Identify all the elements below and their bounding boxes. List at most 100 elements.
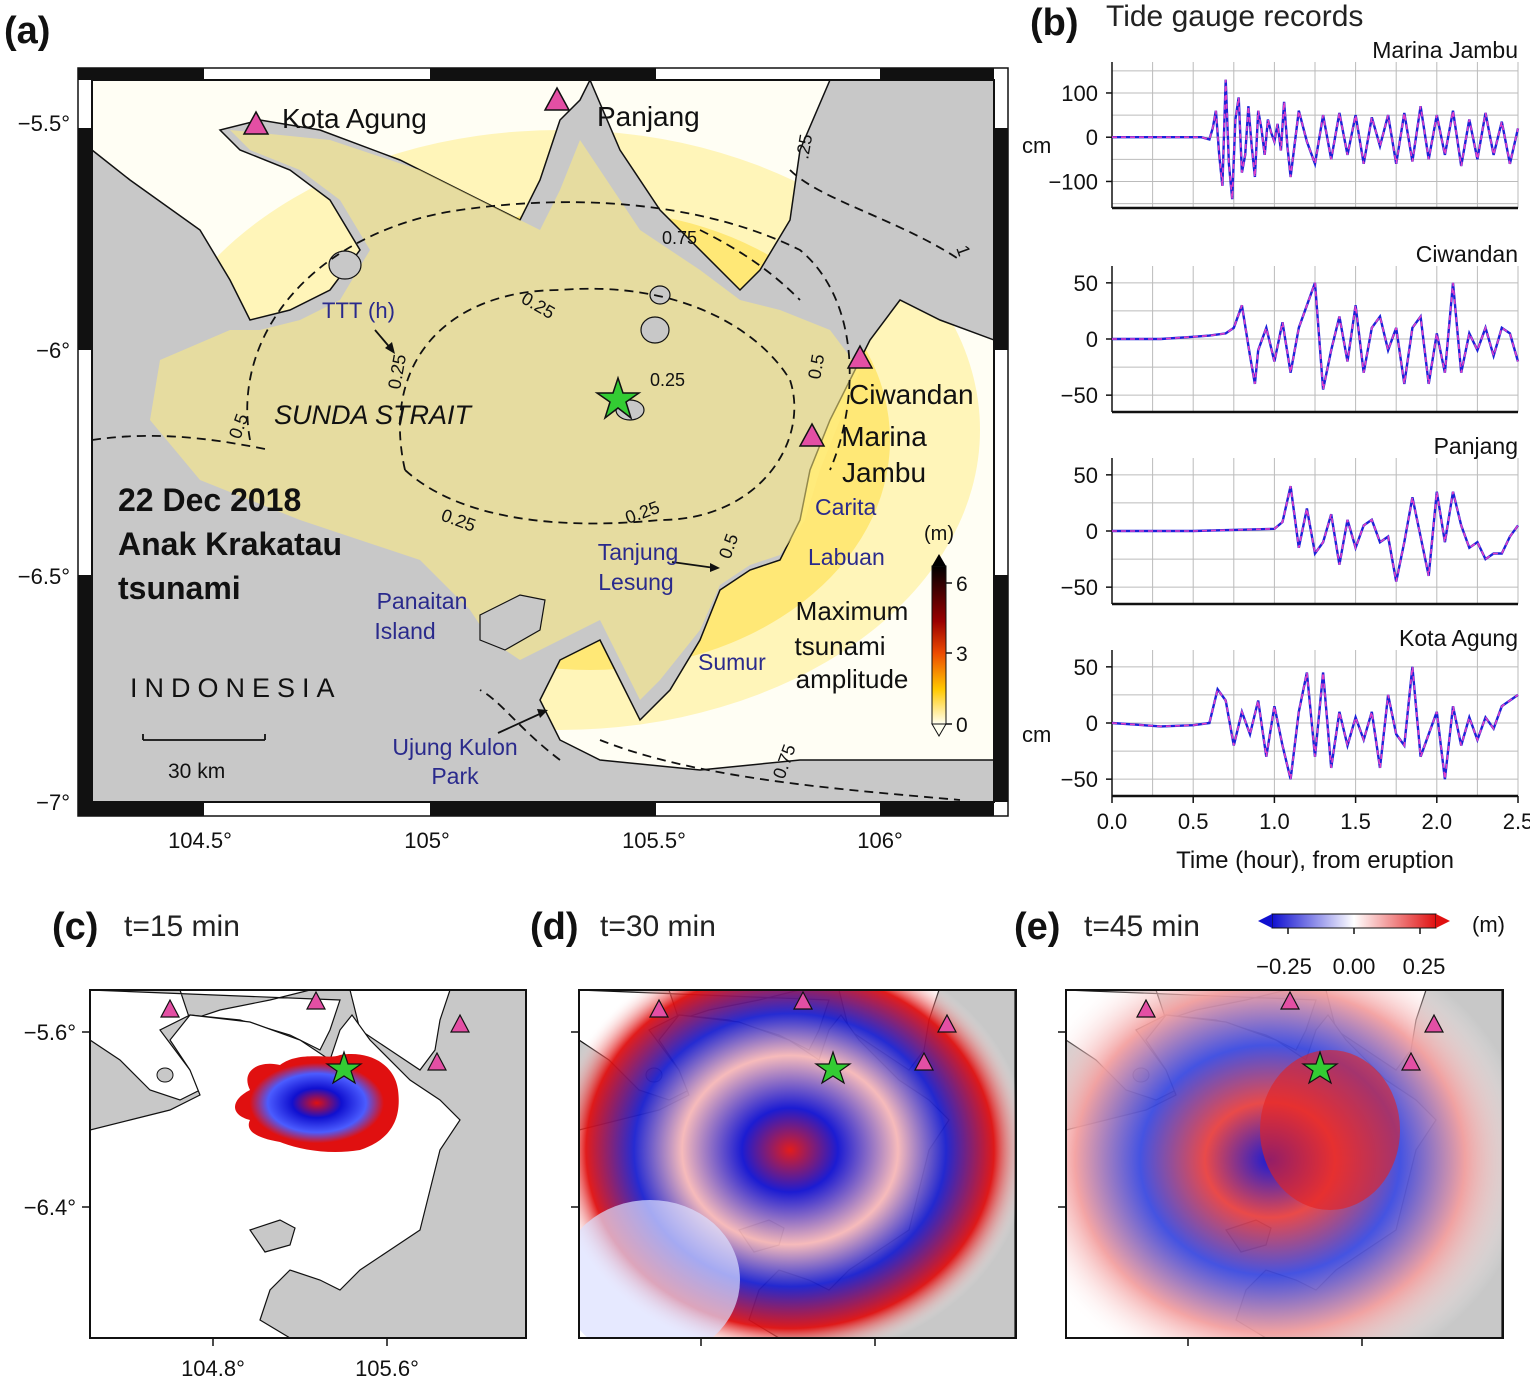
colorbar-title-2: tsunami — [794, 631, 885, 661]
snapshot-colorbar — [1271, 913, 1437, 929]
snapshot-colorbar-unit: (m) — [1472, 912, 1505, 937]
snap-cbar-tick: 0.00 — [1333, 954, 1376, 979]
contour-label: 0.75 — [662, 228, 697, 248]
cbar-tick-0: 0 — [956, 714, 968, 737]
lat-tick: −6° — [36, 338, 70, 363]
panjang-marker-icon — [543, 86, 571, 111]
station-name: Kota Agung — [1399, 625, 1518, 651]
y-tick-label: 0 — [1086, 327, 1098, 352]
y-tick-label: −100 — [1048, 169, 1098, 194]
snap-lat-tick: −5.6° — [24, 1020, 76, 1045]
sunda-strait-label: SUNDA STRAIT — [274, 400, 474, 430]
panel-a-map: Kota Agung Panjang Ciwandan Marina Jambu… — [18, 67, 1009, 853]
panaitan-label: Panaitan — [377, 588, 468, 614]
x-tick-label: 2.5 — [1503, 809, 1530, 834]
y-tick-label: 50 — [1074, 655, 1098, 680]
ciwandan-label: Ciwandan — [849, 379, 974, 410]
y-tick-label: 0 — [1086, 519, 1098, 544]
station-marker-icon — [1136, 998, 1156, 1018]
snapshot-panels: −5.6° −6.4° 104.8° 105.6° (m) −0.25 0.00… — [24, 912, 1505, 1381]
lon-tick: 104.5° — [168, 828, 232, 853]
y-tick-label: −50 — [1061, 767, 1098, 792]
panel-e-label: (e) — [1014, 906, 1061, 948]
colorbar-unit: (m) — [924, 523, 954, 545]
panel-e-time: t=45 min — [1084, 910, 1200, 943]
kota-agung-marker-icon — [242, 110, 270, 135]
simulated-series-line — [1112, 79, 1519, 200]
ciwandan-marker-icon — [846, 344, 874, 369]
x-tick-label: 0.5 — [1178, 809, 1209, 834]
contour-label: 0.25 — [650, 370, 685, 390]
x-axis-title: Time (hour), from eruption — [1176, 847, 1454, 874]
sumur-label: Sumur — [698, 649, 766, 675]
snap-cbar-tick: −0.25 — [1256, 954, 1312, 979]
y-tick-label: 100 — [1061, 81, 1098, 106]
lat-tick: −5.5° — [18, 111, 70, 136]
panjang-label: Panjang — [597, 101, 700, 132]
panel-c-label: (c) — [52, 906, 99, 948]
station-marker-icon — [1401, 1051, 1421, 1071]
panel-a-label: (a) — [4, 10, 51, 52]
lon-tick: 105.5° — [622, 828, 686, 853]
station-marker-icon — [649, 998, 669, 1018]
station-marker-icon — [427, 1051, 447, 1071]
colorbar-title-1: Maximum — [796, 596, 909, 626]
x-tick-label: 1.0 — [1259, 809, 1290, 834]
station-marker-icon — [1424, 1013, 1444, 1033]
panel-b-title: Tide gauge records — [1106, 0, 1364, 33]
y-tick-label: 0 — [1086, 711, 1098, 736]
x-tick-label: 0.0 — [1097, 809, 1128, 834]
cbar-tick-3: 3 — [956, 643, 968, 666]
station-marker-icon — [937, 1013, 957, 1033]
lesung-label: Lesung — [598, 569, 673, 595]
lat-tick: −7° — [36, 790, 70, 815]
carita-label: Carita — [815, 494, 877, 520]
station-marker-icon — [450, 1013, 470, 1033]
station-marker-icon — [1280, 990, 1300, 1010]
x-tick-label: 1.5 — [1340, 809, 1371, 834]
island-label: Island — [374, 618, 435, 644]
panel-c-map — [90, 990, 526, 1338]
station-marker-icon — [793, 990, 813, 1010]
eruption-star-icon — [1301, 1050, 1339, 1085]
tide-gauge-chart: 100 0 −100 Marina Jambu 50 0 −50 Ciwandan 50 0 −50… — [1022, 40, 1530, 874]
panel-b-label: (b) — [1030, 2, 1079, 44]
snap-lon-tick: 105.6° — [355, 1356, 419, 1381]
lon-tick: 105° — [404, 828, 450, 853]
unit-label: cm — [1022, 133, 1051, 158]
station-marker-icon — [160, 998, 180, 1018]
title-line-1: 22 Dec 2018 — [118, 482, 301, 518]
x-tick-label: 2.0 — [1422, 809, 1453, 834]
colorbar-title-3: amplitude — [796, 664, 909, 694]
kota-agung-label: Kota Agung — [282, 103, 427, 134]
station-name: Panjang — [1434, 433, 1518, 459]
ttt-label: TTT (h) — [322, 298, 395, 323]
station-name: Marina Jambu — [1372, 40, 1518, 63]
indonesia-label: INDONESIA — [130, 673, 342, 703]
snap-cbar-tick: 0.25 — [1403, 954, 1446, 979]
scale-bar — [142, 734, 266, 741]
cbar-tick-6: 6 — [956, 573, 968, 596]
panel-d-map — [579, 990, 1016, 1338]
simulated-series-line — [1111, 666, 1519, 780]
jambu-label: Jambu — [842, 457, 926, 488]
contour-label: .25 — [792, 133, 816, 161]
scale-label: 30 km — [168, 760, 225, 783]
station-marker-icon — [914, 1051, 934, 1071]
ujung-kulon-label: Ujung Kulon — [392, 734, 517, 760]
lat-tick: −6.5° — [18, 564, 70, 589]
y-tick-label: 0 — [1086, 125, 1098, 150]
marina-label: Marina — [841, 421, 927, 452]
simulated-series-line — [1112, 282, 1519, 390]
amplitude-colorbar — [931, 565, 947, 725]
snap-lat-tick: −6.4° — [24, 1195, 76, 1220]
y-tick-label: −50 — [1061, 383, 1098, 408]
station-marker-icon — [306, 990, 326, 1010]
title-line-3: tsunami — [118, 570, 241, 606]
panel-c-time: t=15 min — [124, 910, 240, 943]
station-name: Ciwandan — [1416, 241, 1518, 267]
contour-label: 0.5 — [804, 353, 828, 381]
labuan-label: Labuan — [808, 544, 885, 570]
eruption-star-icon — [814, 1050, 852, 1085]
y-tick-label: −50 — [1061, 575, 1098, 600]
